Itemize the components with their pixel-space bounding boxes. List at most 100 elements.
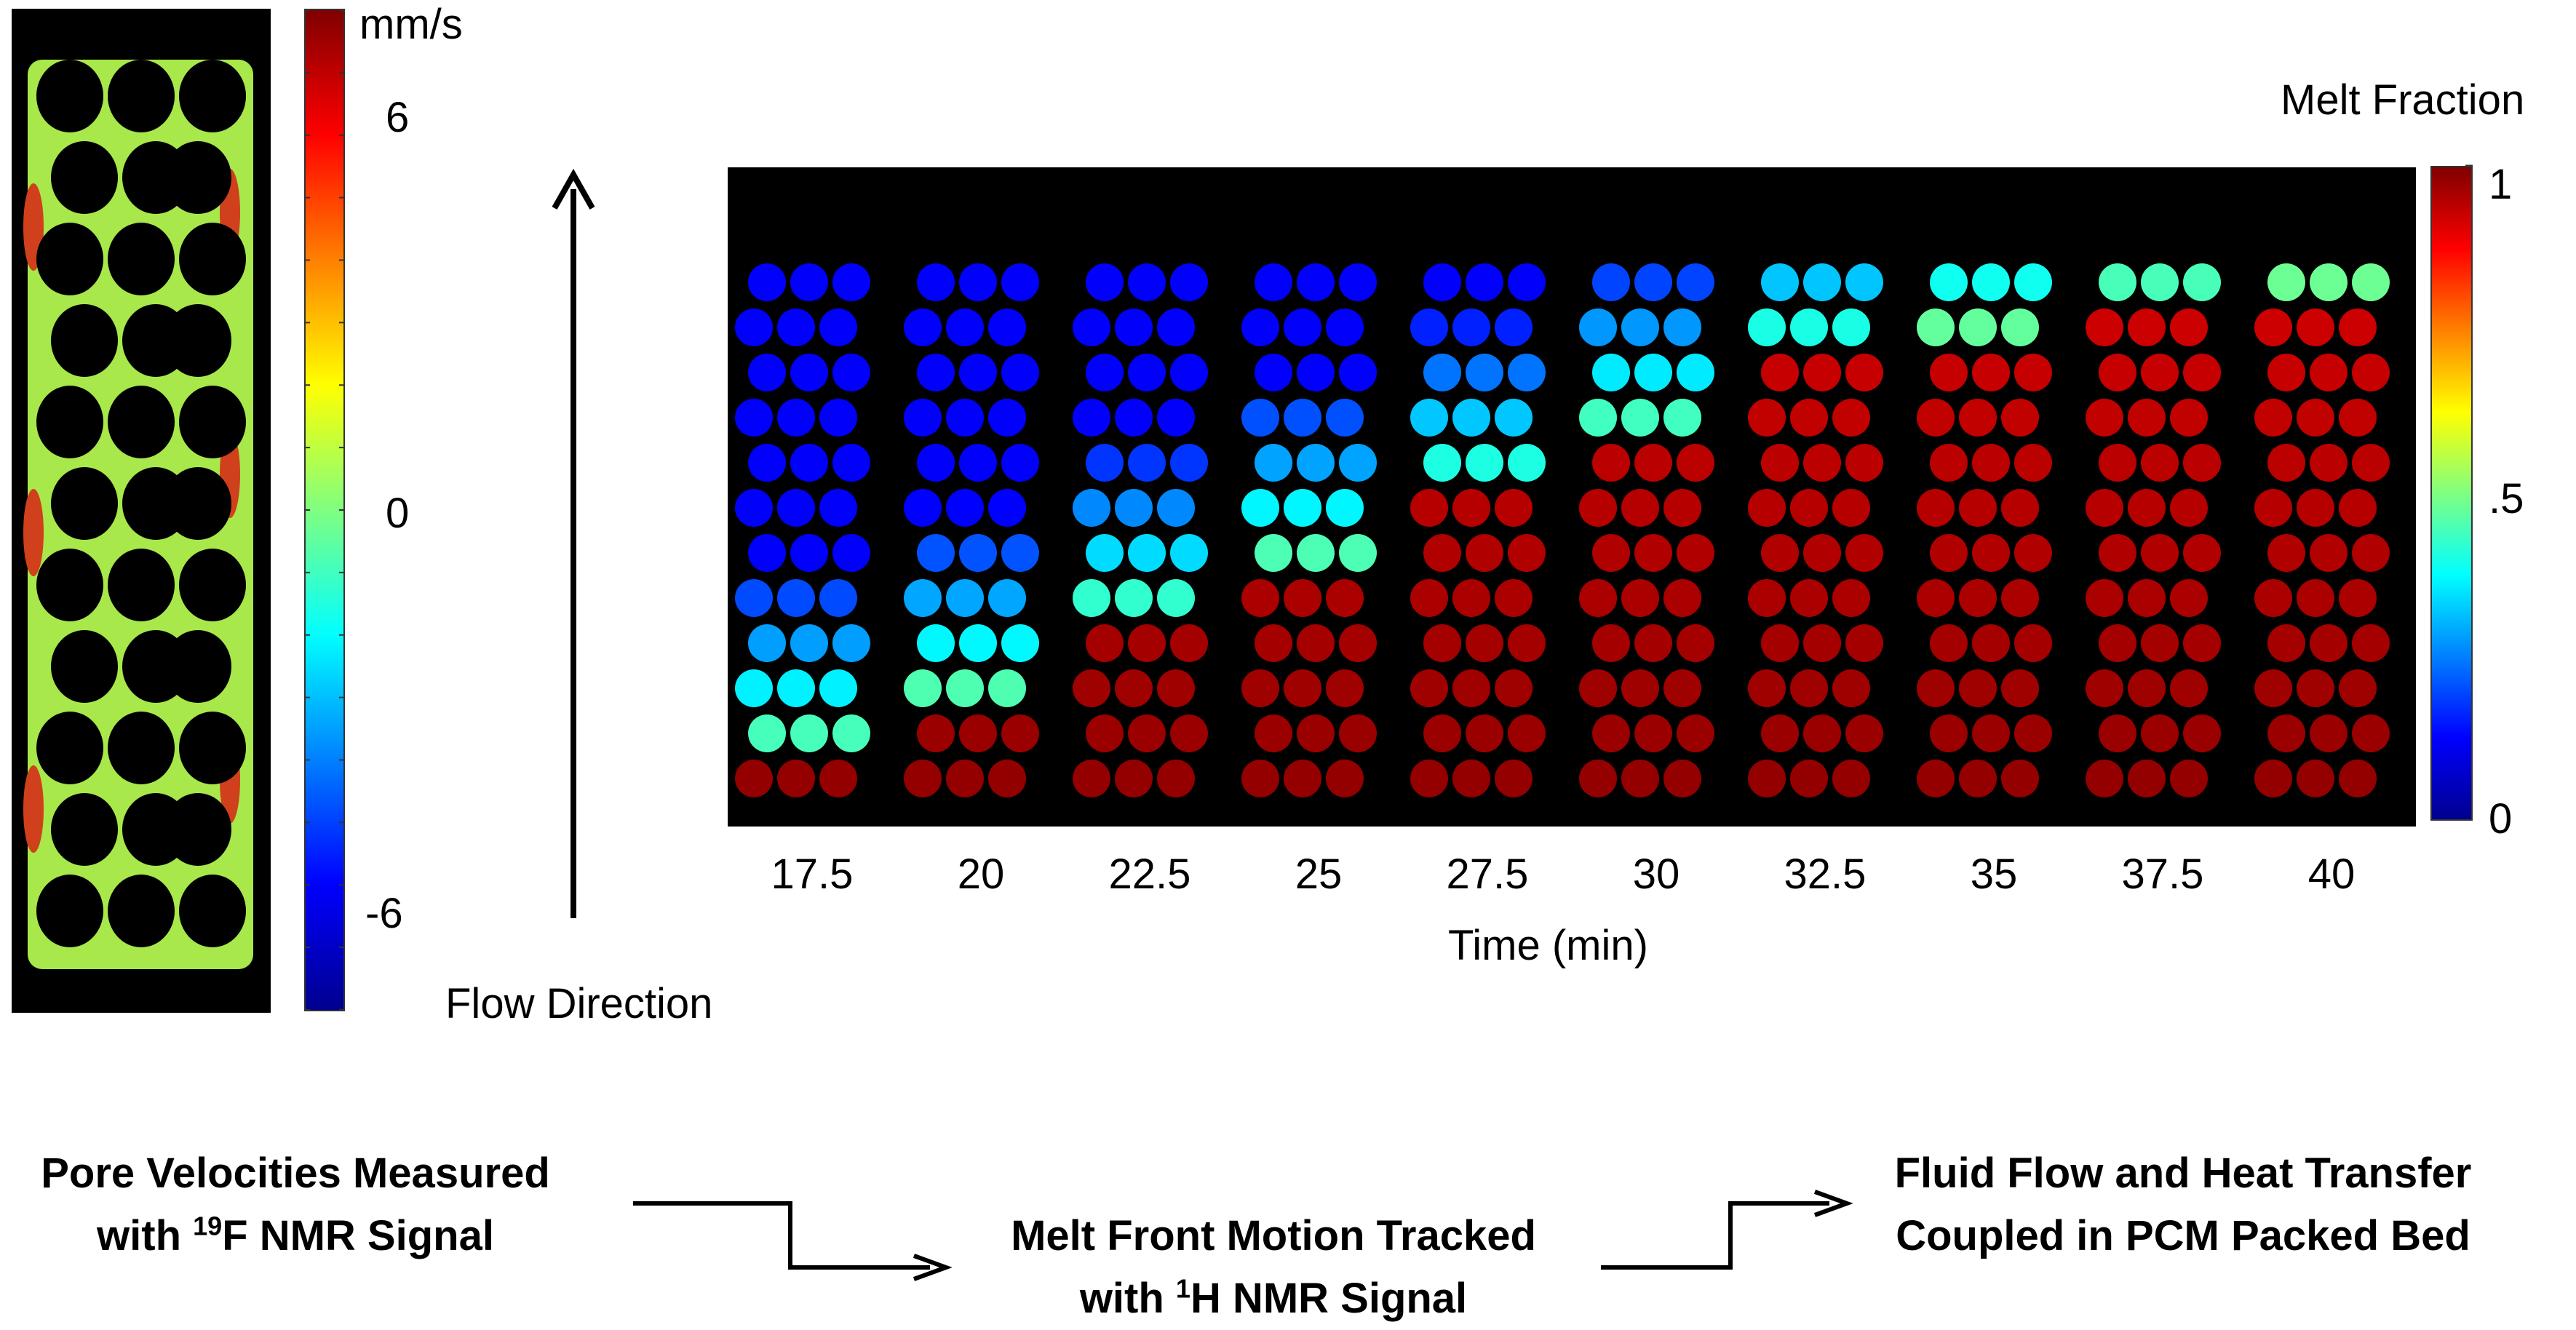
melt-bead (917, 534, 955, 572)
velocity-pore-bead (108, 549, 175, 621)
melt-bead (1930, 624, 1968, 662)
melt-bead (1972, 714, 2010, 752)
melt-bead (2086, 399, 2123, 437)
melt-bead (777, 308, 815, 346)
melt-bead (1579, 669, 1617, 707)
melt-bead (777, 399, 815, 437)
melt-bead (2339, 489, 2377, 527)
velocity-pore-bead (164, 304, 231, 377)
melt-bead (777, 489, 815, 527)
melt-bead (1761, 534, 1799, 572)
melt-bead (1001, 263, 1039, 301)
melt-bead (1297, 444, 1335, 482)
melt-bead (2310, 444, 2348, 482)
melt-bead (1157, 579, 1195, 617)
melt-bead (790, 354, 828, 391)
velocity-pore-bead (108, 386, 175, 458)
melt-bead (1297, 263, 1335, 301)
velocity-pore-bead (179, 712, 246, 784)
melt-bead (1592, 714, 1630, 752)
melt-bead (1761, 263, 1799, 301)
melt-bead (2170, 579, 2208, 617)
melt-bead (2128, 579, 2166, 617)
melt-frame-35 (1917, 263, 2052, 797)
melt-bead (1466, 263, 1503, 301)
melt-bead (1128, 714, 1166, 752)
velocity-map-graphic (23, 60, 253, 969)
melt-bead (1170, 444, 1208, 482)
melt-bead (1845, 534, 1883, 572)
velocity-pore-bead (179, 60, 246, 132)
melt-bead (1284, 399, 1321, 437)
melt-bead (917, 624, 955, 662)
melt-bead (1001, 354, 1039, 391)
melt-bead (2170, 399, 2208, 437)
melt-bead (1073, 489, 1110, 527)
melt-frame-17.5 (735, 263, 870, 797)
melt-bead (1621, 760, 1659, 797)
melt-bead (1326, 489, 1364, 527)
melt-bead (1917, 669, 1955, 707)
melt-bead (959, 714, 997, 752)
melt-bead (1845, 624, 1883, 662)
melt-bead (735, 579, 773, 617)
velocity-pore-bead (51, 304, 118, 377)
velocity-pore-bead (164, 141, 231, 214)
melt-bead (1326, 579, 1364, 617)
melt-bead (1495, 489, 1533, 527)
melt-bead (1410, 308, 1448, 346)
melt-bead (2001, 308, 2039, 346)
melt-bead (1241, 579, 1279, 617)
melt-bead (2170, 760, 2208, 797)
melt-bead (1790, 669, 1828, 707)
melt-fraction-title: Melt Fraction (2281, 76, 2525, 124)
melt-bead (2254, 669, 2292, 707)
melt-bead (1128, 263, 1166, 301)
melt-bead (2001, 760, 2039, 797)
velocity-pore-bead (36, 386, 103, 458)
melt-bead (1157, 669, 1195, 707)
melt-bead (1339, 534, 1377, 572)
melt-bead (1803, 624, 1841, 662)
melt-bead (1339, 444, 1377, 482)
melt-bead (2001, 489, 2039, 527)
melt-bead (790, 444, 828, 482)
melt-bead (1634, 263, 1672, 301)
velocity-pore-bead (179, 875, 246, 947)
melt-bead (1086, 624, 1124, 662)
melt-bead (2267, 714, 2305, 752)
melt-bead (2099, 534, 2136, 572)
melt-bead (1466, 534, 1503, 572)
time-tick-17.5: 17.5 (771, 851, 854, 898)
melt-bead (917, 263, 955, 301)
velocity-pore-bead (108, 712, 175, 784)
melt-bead (1241, 399, 1279, 437)
time-tick-25: 25 (1295, 851, 1343, 898)
melt-bead (790, 624, 828, 662)
melt-bead (1663, 399, 1701, 437)
melt-bead (790, 714, 828, 752)
melt-bead (2001, 399, 2039, 437)
flow-direction-label: Flow Direction (445, 980, 713, 1027)
melt-bead (1663, 579, 1701, 617)
melt-bead (1297, 714, 1335, 752)
melt-bead (1508, 714, 1546, 752)
melt-fraction-panel (728, 167, 2416, 827)
melt-bead (1410, 579, 1448, 617)
step1-pore-velocities: Pore Velocities Measured with 19F NMR Si… (0, 1142, 591, 1267)
melt-bead (2183, 624, 2221, 662)
melt-bead (1634, 444, 1672, 482)
melt-bead (1803, 714, 1841, 752)
melt-bead (1297, 624, 1335, 662)
melt-bead (2310, 534, 2348, 572)
melt-bead (988, 669, 1026, 707)
melt-bead (2014, 354, 2052, 391)
melt-bead (959, 444, 997, 482)
melt-bead (1621, 669, 1659, 707)
melt-bead (1255, 354, 1292, 391)
time-tick-32.5: 32.5 (1784, 851, 1867, 898)
melt-bead (2183, 263, 2221, 301)
time-tick-40: 40 (2307, 851, 2356, 898)
melt-bead (1663, 308, 1701, 346)
melt-bead (1466, 714, 1503, 752)
